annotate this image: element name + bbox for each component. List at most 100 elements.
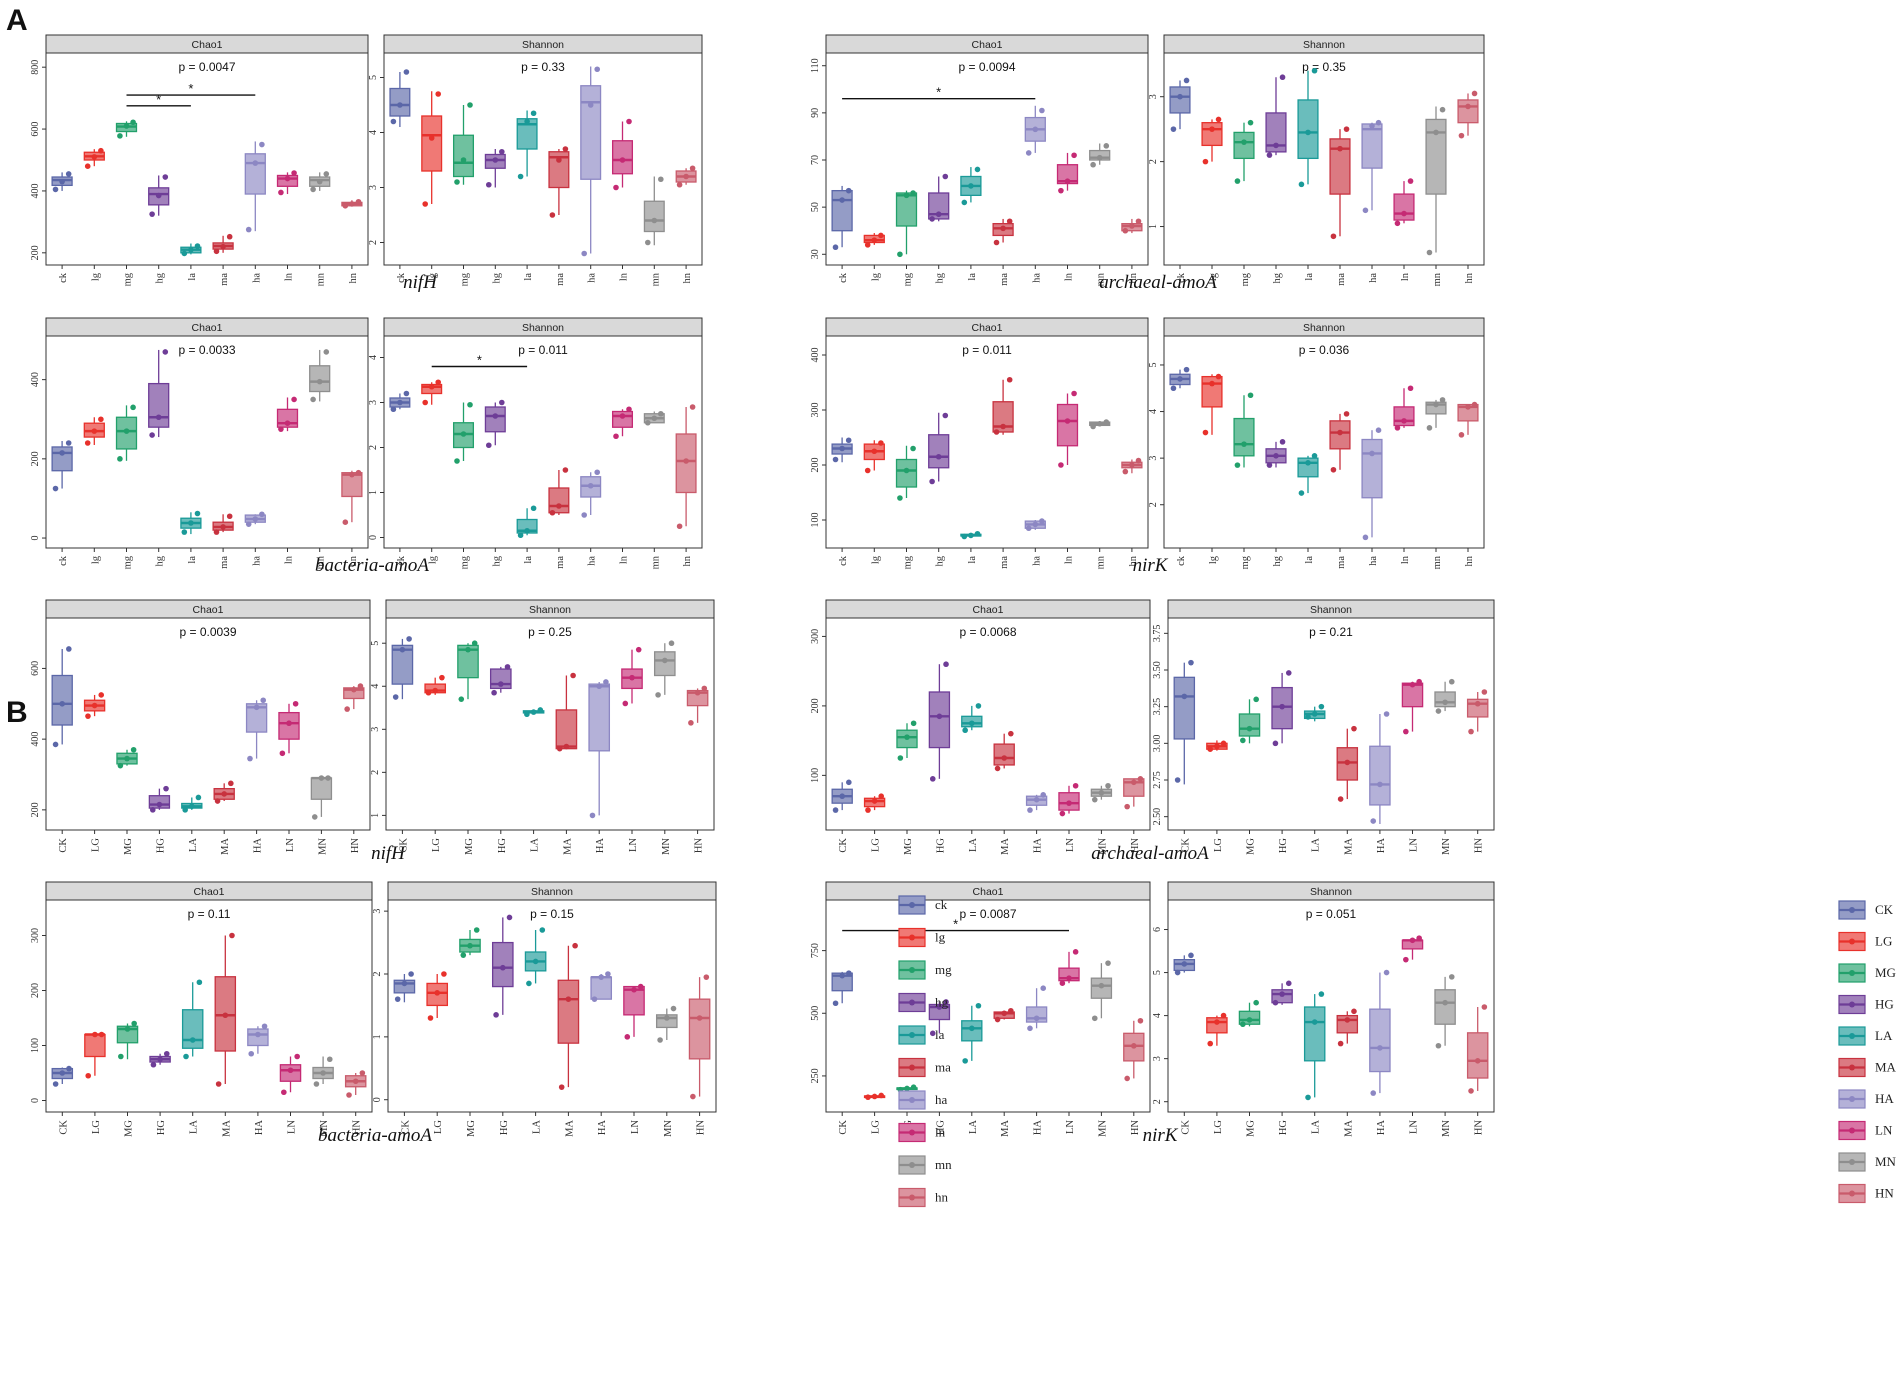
x-tick-label: ha (1368, 556, 1379, 566)
box-mn (1425, 106, 1447, 256)
data-point (1474, 1058, 1481, 1064)
data-point (245, 521, 252, 527)
box-mn (643, 176, 665, 246)
x-tick-label: HA (1376, 1120, 1387, 1136)
legend-point (909, 1194, 915, 1201)
data-point (689, 165, 696, 172)
box-ck (831, 970, 853, 1007)
data-point (1407, 385, 1414, 392)
box-la (180, 243, 202, 257)
data-point (124, 755, 130, 762)
data-point (897, 755, 904, 761)
data-point (624, 1034, 631, 1040)
box-ln (611, 118, 634, 191)
y-tick-label: 1 (372, 1034, 383, 1039)
data-point (320, 1070, 326, 1076)
x-tick-label: MN (1441, 838, 1452, 855)
data-point (310, 186, 316, 193)
strip-label: Shannon (522, 322, 564, 334)
box-lg (424, 674, 447, 696)
data-point (904, 1085, 910, 1092)
box-body (580, 85, 602, 180)
data-point (287, 1067, 294, 1074)
box-body (688, 998, 711, 1060)
x-tick-label: ha (587, 273, 598, 283)
legend-item-ln: LN (1838, 1120, 1893, 1141)
data-point (1131, 779, 1137, 786)
data-point (1000, 225, 1006, 232)
data-point (1337, 1040, 1344, 1047)
box-hg (1265, 74, 1287, 158)
data-point (316, 178, 323, 185)
box-lg (84, 1031, 106, 1079)
box-hg (149, 1050, 171, 1068)
box-body (1169, 86, 1191, 114)
data-point (434, 990, 441, 996)
data-point (66, 646, 72, 652)
x-tick-label: ha (1031, 273, 1042, 283)
data-point (530, 505, 537, 512)
data-point (629, 674, 635, 681)
box-body (457, 644, 479, 679)
y-tick-label: 3 (368, 400, 379, 405)
data-point (292, 700, 299, 707)
data-point (260, 697, 267, 704)
box-mg (115, 119, 138, 139)
x-tick-label: HG (1278, 838, 1289, 854)
data-point (1008, 1007, 1014, 1014)
legend-item-hn: hn (898, 1187, 949, 1208)
x-tick-label: hg (155, 272, 166, 283)
x-tick-label: hn (1128, 555, 1139, 566)
data-point (467, 401, 473, 408)
data-point (422, 399, 428, 406)
box-mg (452, 102, 475, 185)
box-lg (863, 232, 885, 248)
x-tick-label: hg (491, 555, 502, 566)
data-point (1433, 401, 1439, 408)
box-body (1369, 1008, 1391, 1073)
data-point (65, 440, 72, 446)
x-tick-label: hn (1128, 272, 1139, 283)
y-tick-label: 4 (370, 684, 381, 689)
data-point (162, 174, 169, 180)
y-tick-label: 3 (368, 185, 379, 190)
data-point (562, 467, 569, 473)
strip-label: Shannon (529, 604, 571, 616)
x-tick-label: MG (124, 1120, 135, 1137)
data-point (845, 437, 852, 444)
data-point (565, 996, 572, 1002)
box-la (1297, 453, 1319, 496)
data-point (626, 118, 632, 125)
data-point (425, 689, 432, 696)
box-body (555, 709, 578, 750)
data-point (1090, 161, 1096, 168)
data-point (1433, 129, 1439, 136)
x-tick-label: la (187, 273, 198, 281)
x-tick-label: ma (1336, 556, 1347, 569)
x-tick-label: LG (433, 1120, 444, 1134)
data-point (1209, 380, 1215, 387)
box-ha (1361, 119, 1383, 214)
box-lg (1206, 740, 1228, 752)
data-point (1458, 432, 1465, 438)
legend-label: LA (1875, 1028, 1893, 1043)
y-tick-label: 400 (810, 348, 821, 363)
panel-b3: Chao1 100 200 300 p = 0.0068 CK LG MG HG LA MA HA LN… (810, 599, 1209, 864)
data-point (864, 467, 871, 474)
x-tick-label: la (187, 556, 198, 564)
data-point (188, 520, 194, 526)
box-body (623, 985, 645, 1016)
data-point (196, 979, 203, 986)
p-value-label: p = 0.051 (1306, 907, 1357, 921)
box-mn (312, 1056, 334, 1087)
data-point (1040, 985, 1047, 992)
box-la (1303, 703, 1326, 722)
y-tick-label: 0 (372, 1097, 383, 1102)
box-hn (1123, 776, 1145, 810)
data-point (85, 713, 91, 719)
box-ma (213, 780, 235, 804)
legend-point (909, 902, 915, 908)
data-point (313, 1081, 320, 1087)
x-tick-label: ma (999, 556, 1010, 569)
data-point (613, 184, 619, 191)
